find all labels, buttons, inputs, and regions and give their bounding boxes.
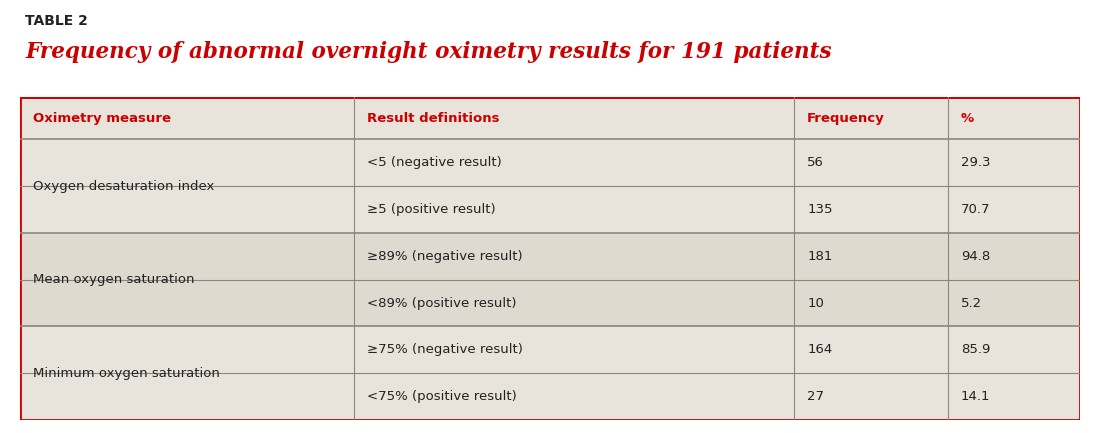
Text: ≥75% (negative result): ≥75% (negative result) — [367, 343, 522, 356]
Text: ≥5 (positive result): ≥5 (positive result) — [367, 203, 496, 216]
Text: 5.2: 5.2 — [961, 297, 982, 310]
Text: Mean oxygen saturation: Mean oxygen saturation — [33, 273, 195, 286]
Text: 56: 56 — [807, 156, 824, 169]
Text: 29.3: 29.3 — [961, 156, 990, 169]
Text: <5 (negative result): <5 (negative result) — [367, 156, 502, 169]
Text: Oxygen desaturation index: Oxygen desaturation index — [33, 180, 214, 193]
Text: 70.7: 70.7 — [961, 203, 990, 216]
Text: 10: 10 — [807, 297, 824, 310]
Text: 181: 181 — [807, 250, 833, 263]
Text: <75% (positive result): <75% (positive result) — [367, 390, 517, 403]
Text: Frequency of abnormal overnight oximetry results for 191 patients: Frequency of abnormal overnight oximetry… — [25, 41, 832, 63]
Text: Oximetry measure: Oximetry measure — [33, 112, 170, 125]
Text: Frequency: Frequency — [807, 112, 884, 125]
Text: %: % — [961, 112, 974, 125]
Text: 164: 164 — [807, 343, 833, 356]
Text: 85.9: 85.9 — [961, 343, 990, 356]
Text: 135: 135 — [807, 203, 833, 216]
Text: <89% (positive result): <89% (positive result) — [367, 297, 517, 310]
Text: 14.1: 14.1 — [961, 390, 990, 403]
Text: ≥89% (negative result): ≥89% (negative result) — [367, 250, 522, 263]
Text: Result definitions: Result definitions — [367, 112, 499, 125]
Text: 27: 27 — [807, 390, 824, 403]
Text: 94.8: 94.8 — [961, 250, 990, 263]
Text: TABLE 2: TABLE 2 — [25, 14, 88, 28]
Text: Minimum oxygen saturation: Minimum oxygen saturation — [33, 367, 220, 380]
